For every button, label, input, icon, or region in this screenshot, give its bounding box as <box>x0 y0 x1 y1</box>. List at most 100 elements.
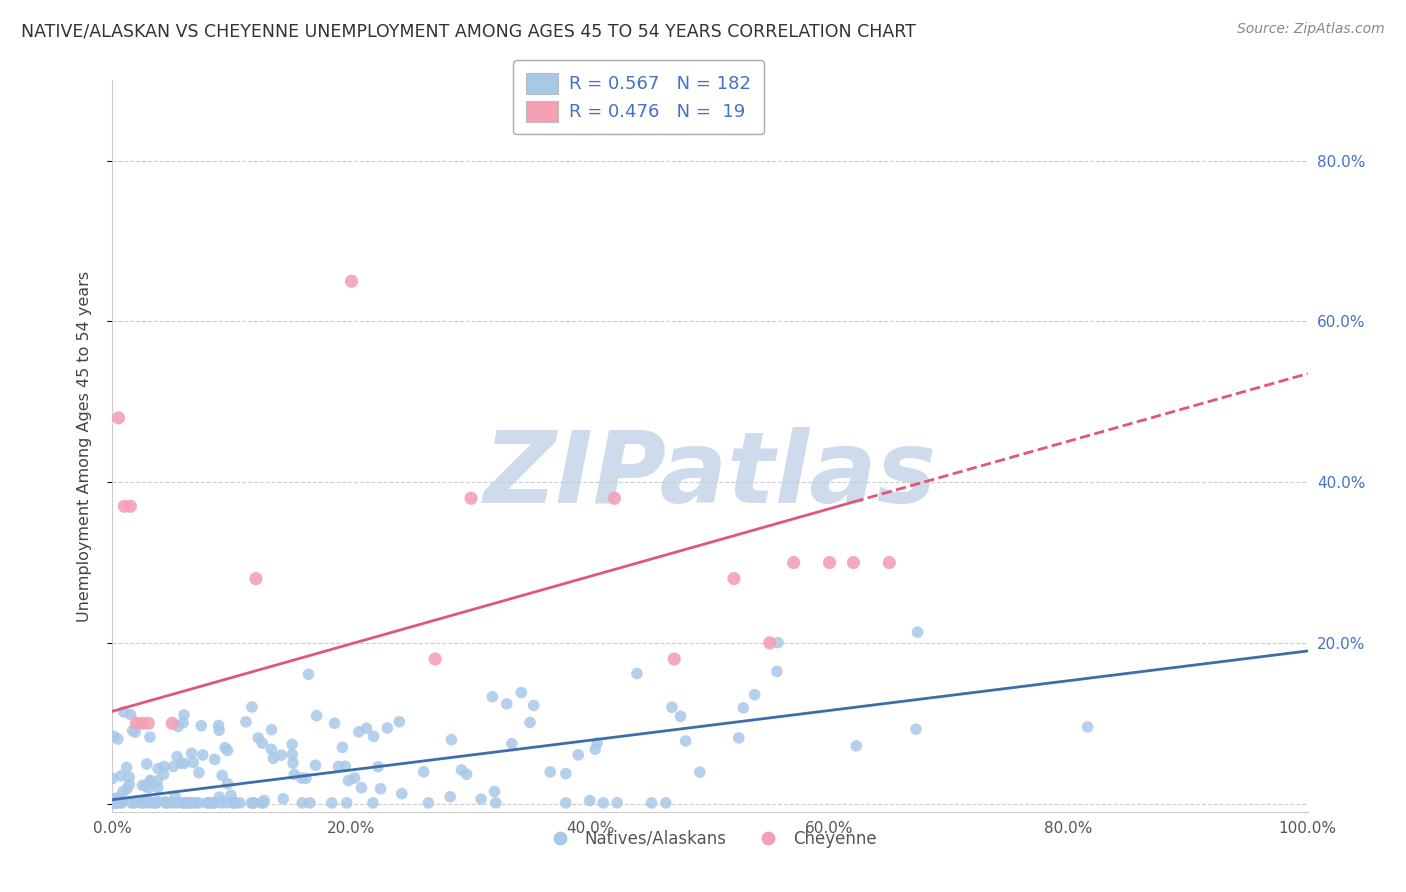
Point <box>181 756 204 770</box>
Point <box>675 734 697 748</box>
Point <box>335 759 357 773</box>
Point <box>125 716 148 731</box>
Point <box>135 757 157 772</box>
Point <box>818 556 841 570</box>
Point <box>143 796 166 810</box>
Point <box>907 625 929 640</box>
Text: ZIPatlas: ZIPatlas <box>484 426 936 524</box>
Point <box>219 789 242 803</box>
Point <box>1077 720 1099 734</box>
Point <box>190 719 212 733</box>
Point <box>181 796 204 810</box>
Point <box>224 796 246 810</box>
Point <box>501 737 523 751</box>
Point <box>121 796 143 810</box>
Point <box>519 715 541 730</box>
Point <box>586 736 609 750</box>
Point <box>146 762 169 776</box>
Point <box>281 747 304 762</box>
Point <box>510 685 533 699</box>
Point <box>107 410 129 425</box>
Point <box>439 789 461 804</box>
Point <box>170 756 193 771</box>
Point <box>523 698 546 713</box>
Point <box>153 759 176 773</box>
Point <box>845 739 868 753</box>
Point <box>153 795 176 809</box>
Point <box>554 796 576 810</box>
Point <box>640 796 662 810</box>
Point <box>470 792 492 806</box>
Point <box>229 796 252 810</box>
Point <box>180 747 202 761</box>
Point <box>481 690 503 704</box>
Point <box>188 796 211 810</box>
Point <box>328 759 350 773</box>
Point <box>121 723 143 738</box>
Point <box>209 796 232 810</box>
Point <box>578 794 600 808</box>
Point <box>350 780 373 795</box>
Point <box>361 796 384 810</box>
Point <box>207 718 229 732</box>
Point <box>247 731 270 745</box>
Point <box>281 756 304 770</box>
Point <box>198 796 221 810</box>
Point <box>222 796 245 810</box>
Point <box>176 796 198 810</box>
Point <box>235 714 257 729</box>
Point <box>215 796 238 810</box>
Point <box>166 749 188 764</box>
Point <box>201 796 224 810</box>
Point <box>179 796 201 810</box>
Point <box>298 796 321 810</box>
Point <box>330 740 353 755</box>
Point <box>118 770 141 784</box>
Point <box>111 794 134 808</box>
Point <box>135 792 157 806</box>
Point <box>377 721 399 735</box>
Point <box>101 796 124 810</box>
Point <box>727 731 749 745</box>
Point <box>363 730 385 744</box>
Point <box>689 765 711 780</box>
Point <box>165 789 187 804</box>
Point <box>425 652 447 666</box>
Point <box>242 796 264 810</box>
Point <box>723 572 745 586</box>
Point <box>141 796 163 810</box>
Point <box>191 747 214 762</box>
Point <box>179 796 201 810</box>
Point <box>323 716 346 731</box>
Point <box>356 721 378 735</box>
Point <box>759 636 782 650</box>
Point <box>304 758 326 772</box>
Point <box>321 796 343 810</box>
Point <box>450 763 472 777</box>
Point <box>110 769 132 783</box>
Point <box>139 730 162 744</box>
Point <box>114 500 135 514</box>
Point <box>176 796 198 810</box>
Point <box>208 723 231 738</box>
Point <box>162 716 183 731</box>
Point <box>554 766 576 780</box>
Point <box>146 780 169 795</box>
Point <box>173 707 195 722</box>
Point <box>131 796 153 810</box>
Point <box>260 742 283 756</box>
Point <box>138 716 160 731</box>
Point <box>495 697 517 711</box>
Point <box>250 796 273 810</box>
Point <box>418 796 440 810</box>
Point <box>485 796 508 810</box>
Point <box>107 731 129 746</box>
Point <box>297 667 319 681</box>
Point <box>782 556 804 570</box>
Point <box>111 785 134 799</box>
Point <box>766 665 789 679</box>
Point <box>603 491 626 506</box>
Point <box>669 709 692 723</box>
Point <box>173 796 195 810</box>
Point <box>626 666 648 681</box>
